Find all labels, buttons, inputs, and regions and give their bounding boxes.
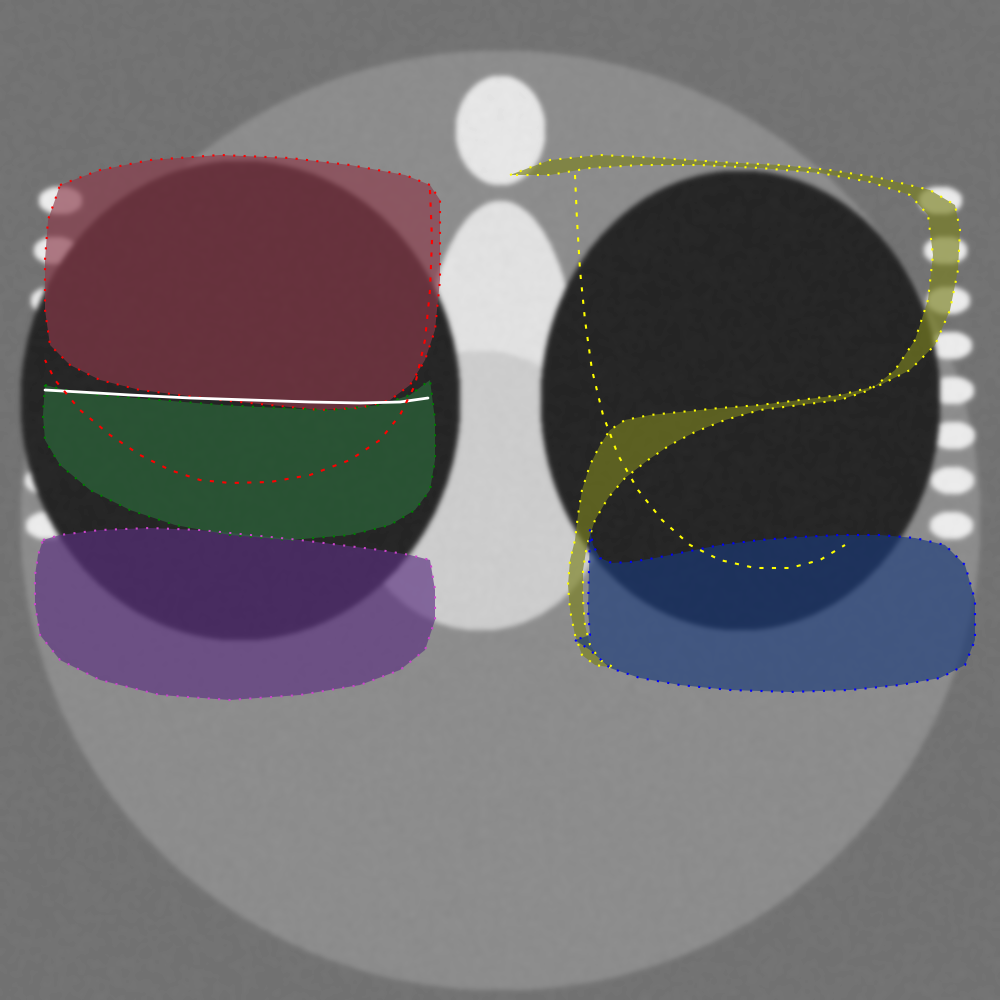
Polygon shape	[45, 155, 440, 410]
Polygon shape	[575, 530, 975, 692]
Polygon shape	[43, 380, 435, 540]
Polygon shape	[35, 528, 435, 700]
Polygon shape	[510, 155, 960, 668]
